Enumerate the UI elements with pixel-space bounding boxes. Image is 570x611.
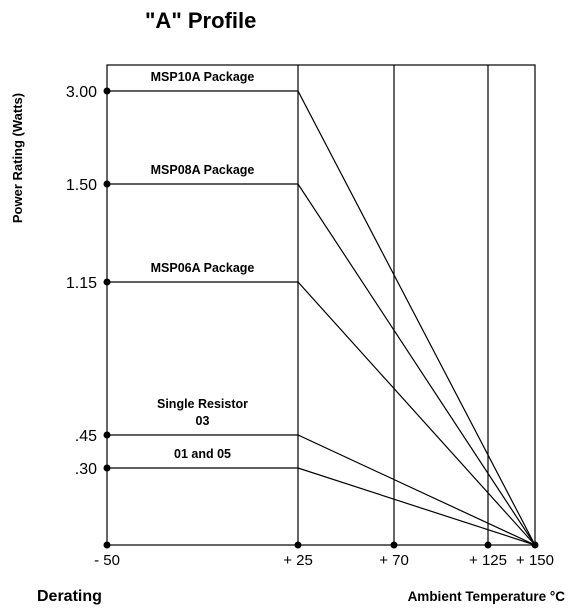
y-tick-label-1: 1.50 [66,177,97,194]
series-point-3 [104,432,111,439]
x-tick-label-4: + 150 [516,552,554,569]
series-labels: MSP10A Package MSP08A Package MSP06A Packa… [151,70,255,461]
x-tick-point-3 [485,542,492,549]
series-line-1 [107,184,535,545]
series-label-3-line-0: Single Resistor [157,397,248,411]
series-point-0 [104,88,111,95]
series-label-2: MSP06A Package [151,261,255,275]
series-point-1 [104,181,111,188]
series-point-4 [104,465,111,472]
series-line-0 [107,91,535,545]
x-tick-label-1: + 25 [283,552,313,569]
x-tick-labels: - 50 + 25 + 70 + 125 + 150 [94,542,554,570]
y-tick-label-2: 1.15 [66,275,97,292]
x-tick-label-3: + 125 [469,552,507,569]
footer-derating: Derating [37,588,102,605]
x-tick-point-0 [104,542,111,549]
x-tick-point-4 [532,542,539,549]
series-label-4: 01 and 05 [174,447,231,461]
y-tick-label-4: .30 [75,461,97,478]
y-tick-label-0: 3.00 [66,84,97,101]
x-tick-point-2 [391,542,398,549]
x-tick-label-2: + 70 [379,552,409,569]
chart-title: "A" Profile [145,8,256,33]
series-line-4 [107,468,535,545]
series-lines [104,88,536,546]
y-axis-label: Power Rating (Watts) [10,93,25,223]
series-line-2 [107,282,535,545]
series-label-3-line-1: 03 [196,414,210,428]
vertical-gridlines [298,65,488,545]
y-tick-labels: 3.00 1.50 1.15 .45 .30 [66,84,97,478]
series-label-0: MSP10A Package [151,70,255,84]
x-tick-point-1 [295,542,302,549]
series-line-3 [107,435,535,545]
y-tick-label-3: .45 [75,428,97,445]
series-label-1: MSP08A Package [151,163,255,177]
x-axis-label: Ambient Temperature °C [408,589,566,604]
x-tick-label-0: - 50 [94,552,120,569]
series-point-2 [104,279,111,286]
